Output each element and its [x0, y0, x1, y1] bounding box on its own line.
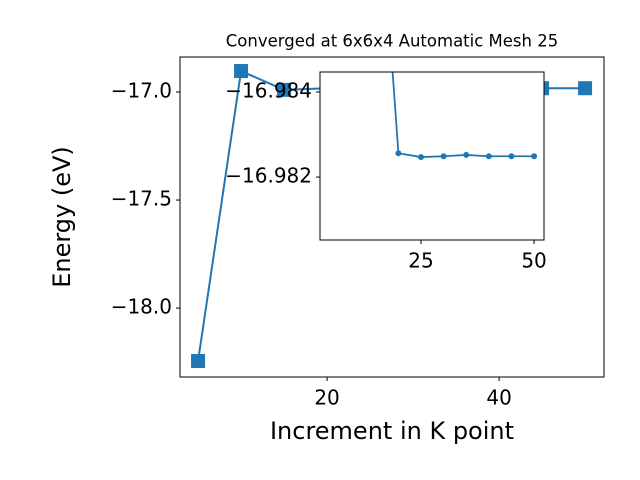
y-tick-label: −17.5	[111, 187, 172, 211]
marker	[234, 64, 249, 79]
axes-frame	[179, 56, 605, 378]
axes-frame	[319, 71, 545, 241]
y-tick-label: −16.982	[225, 164, 312, 188]
marker	[440, 153, 447, 160]
marker	[578, 81, 593, 96]
marker	[191, 354, 206, 369]
marker	[463, 151, 470, 158]
chart-title: Converged at 6x6x4 Automatic Mesh 25	[226, 32, 558, 51]
y-tick-label: −18.0	[111, 295, 172, 319]
x-tick-label: 25	[408, 249, 433, 273]
line	[391, 72, 535, 158]
marker	[418, 154, 425, 161]
marker	[508, 153, 515, 160]
marker	[531, 153, 538, 160]
x-axis-label: Increment in K point	[270, 417, 514, 445]
x-tick-label: 40	[486, 386, 511, 410]
y-axis-label: Energy (eV)	[48, 146, 76, 288]
marker	[485, 153, 492, 160]
x-tick-label: 20	[314, 386, 339, 410]
series	[391, 72, 538, 161]
y-tick-label: −16.984	[225, 78, 312, 102]
marker	[277, 82, 292, 97]
marker	[395, 150, 402, 157]
y-tick-label: −17.0	[111, 79, 172, 103]
x-tick-label: 50	[521, 249, 546, 273]
